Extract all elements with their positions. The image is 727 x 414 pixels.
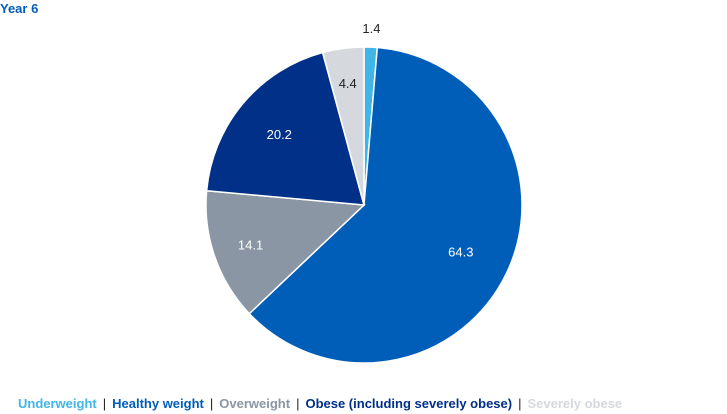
legend-separator: | — [518, 396, 522, 411]
legend: Underweight | Healthy weight | Overweight | Ob… — [18, 396, 622, 411]
legend-item-severely-obese: Severely obese — [527, 396, 623, 411]
pie-chart: 1.4 64.3 14.1 20.2 4.4 — [205, 21, 523, 364]
legend-item-overweight: Overweight — [219, 396, 291, 411]
legend-separator: | — [209, 396, 214, 411]
data-label-healthy-weight: 64.3 — [448, 245, 473, 260]
pie-slice-overweight — [205, 189, 366, 315]
legend-separator: | — [102, 396, 107, 411]
legend-item-healthy-weight: Healthy weight — [112, 396, 204, 411]
data-label-severely-obese: 4.4 — [339, 76, 357, 91]
data-label-overweight: 14.1 — [238, 237, 263, 252]
legend-item-obese: Obese (including severely obese) — [305, 396, 513, 411]
legend-item-underweight: Underweight — [18, 396, 97, 411]
pie-slice-healthy-weight — [248, 46, 523, 364]
legend-separator: | — [296, 396, 300, 411]
data-label-underweight: 1.4 — [362, 21, 380, 36]
pie-slice-obese — [205, 51, 366, 206]
pie-slice-severely-obese — [321, 46, 365, 206]
data-label-obese: 20.2 — [267, 127, 292, 142]
chart-title: Year 6 — [0, 1, 39, 16]
